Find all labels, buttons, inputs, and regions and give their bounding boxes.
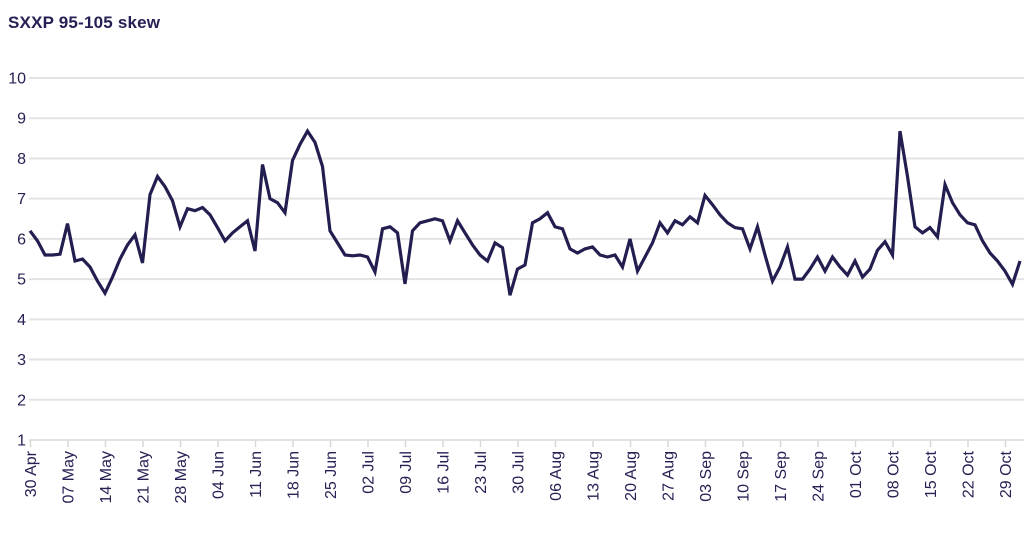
x-axis-label: 09 Jul: [398, 451, 415, 494]
x-axis-label: 16 Jul: [435, 451, 452, 494]
x-axis-label: 15 Oct: [923, 450, 940, 498]
x-axis-label: 04 Jun: [210, 451, 227, 499]
x-axis-label: 21 May: [135, 451, 152, 503]
x-axis-label: 20 Aug: [623, 451, 640, 501]
x-axis-label: 22 Oct: [960, 450, 977, 498]
x-axis-label: 02 Jul: [360, 451, 377, 494]
y-axis-label: 1: [17, 433, 26, 450]
y-axis-label: 7: [17, 191, 26, 208]
y-axis-label: 2: [17, 392, 26, 409]
y-axis-label: 3: [17, 352, 26, 369]
x-axis-label: 03 Sep: [698, 451, 715, 502]
x-axis-label: 11 Jun: [248, 451, 265, 498]
x-axis-label: 30 Jul: [510, 451, 527, 494]
y-axis-label: 4: [17, 312, 26, 329]
x-axis-label: 08 Oct: [885, 450, 902, 498]
y-axis-label: 10: [8, 71, 26, 88]
x-axis-label: 29 Oct: [998, 450, 1015, 498]
x-axis-label: 30 Apr: [23, 450, 40, 497]
y-axis-label: 8: [17, 151, 26, 168]
y-axis-label: 5: [17, 272, 26, 289]
y-axis-label: 6: [17, 231, 26, 248]
x-axis-label: 17 Sep: [773, 451, 790, 502]
x-axis-label: 27 Aug: [660, 451, 677, 501]
y-axis-label: 9: [17, 111, 26, 128]
x-axis-label: 10 Sep: [735, 451, 752, 502]
x-axis-label: 25 Jun: [323, 451, 340, 499]
x-axis-label: 24 Sep: [810, 451, 827, 502]
x-axis-label: 23 Jul: [473, 451, 490, 494]
x-axis-label: 14 May: [98, 451, 115, 503]
x-axis-label: 18 Jun: [285, 451, 302, 499]
x-axis-label: 01 Oct: [848, 450, 865, 498]
chart-title: SXXP 95-105 skew: [8, 13, 161, 32]
x-axis-label: 07 May: [60, 451, 77, 503]
series-line: [28, 128, 1022, 297]
x-axis-label: 13 Aug: [585, 451, 602, 501]
x-axis-label: 28 May: [173, 451, 190, 503]
x-axis-label: 06 Aug: [548, 451, 565, 501]
